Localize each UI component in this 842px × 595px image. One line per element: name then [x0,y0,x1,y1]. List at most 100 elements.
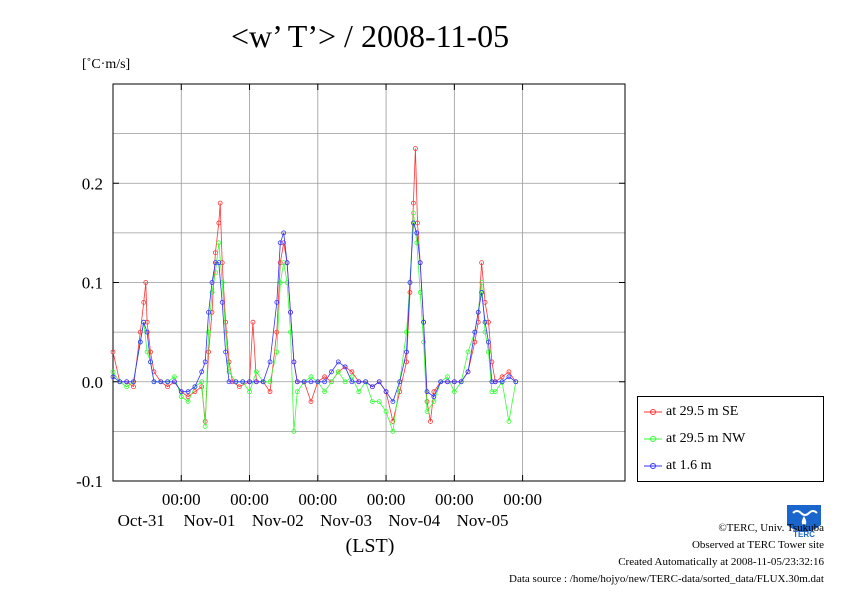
data-point [428,419,433,424]
data-point [472,329,478,335]
x-tick-time-label: 00:00 [435,490,474,509]
data-point [451,379,457,385]
data-point [267,359,273,365]
data-point [202,424,208,429]
data-point [356,379,362,385]
legend-label-nw: at 29.5 m NW [666,431,746,446]
data-point [281,230,287,236]
data-point [209,290,215,295]
data-point [329,369,334,375]
data-point [206,329,211,335]
legend-item-se: at 29.5 m SE [644,403,738,421]
data-point [506,369,512,375]
data-point [226,369,232,375]
data-point [404,349,409,355]
data-point [475,309,481,315]
credit-created: Created Automatically at 2008-11-05/23:3… [618,556,824,568]
data-point [414,240,420,246]
data-point [165,384,171,390]
x-tick-date-label: Nov-05 [457,511,509,530]
data-point [294,379,300,385]
data-point [144,319,150,325]
series-line [112,212,517,432]
data-point [404,329,409,335]
data-point [253,379,259,385]
data-point [274,329,280,335]
data-point [291,359,297,365]
data-point [110,374,116,380]
data-point [431,394,437,400]
data-point [424,409,430,414]
data-point [431,399,437,405]
data-point [223,329,229,335]
data-point [247,379,252,385]
legend-marker-ground [644,462,662,469]
data-point [185,389,191,395]
data-point [178,394,184,400]
data-point [267,379,273,385]
x-tick-date-label: Oct-31 [118,511,165,530]
series-1 [110,210,519,434]
data-point [506,374,512,380]
data-point [110,349,116,355]
data-point [117,379,123,385]
data-point [349,379,355,385]
data-point [308,399,314,405]
data-point [397,389,403,395]
data-point [390,419,396,424]
x-tick-time-label: 00:00 [230,490,269,509]
data-point [342,364,348,370]
data-point [185,399,191,405]
credit-copyright: ©TERC, Univ. Tsukuba [718,522,824,534]
data-point [335,369,341,375]
data-point [308,379,314,385]
data-point [158,379,164,385]
data-point [206,349,211,355]
data-point [492,389,498,395]
data-point [274,349,280,355]
data-point [438,379,444,385]
data-point [199,369,205,375]
legend-item-ground: at 1.6 m [644,457,712,475]
credit-source: Data source : /home/hojyo/new/TERC-data/… [509,573,824,585]
y-ticks: -0.1 0.0 0.1 0.2 [76,174,625,491]
data-point [172,374,177,380]
terc-logo: TERC [785,503,823,539]
data-point [486,319,491,325]
data-point [424,389,430,395]
data-point [288,329,293,335]
legend-label-se: at 29.5 m SE [666,404,739,419]
data-point [322,389,328,395]
data-point [424,399,430,405]
data-point [219,299,225,305]
data-point [277,260,283,266]
data-point [284,280,290,285]
x-tick-time-label: 00:00 [367,490,406,509]
data-point [217,200,223,206]
data-point [465,369,471,375]
data-point [277,240,283,246]
data-point [445,374,450,380]
data-point [301,379,307,385]
chart-title: <w’ T’> / 2008-11-05 [231,18,509,54]
data-point [376,379,382,385]
data-point [151,379,157,385]
data-point [137,339,143,345]
data-point [281,260,287,266]
data-point [284,260,290,266]
data-point [281,240,287,246]
data-point [240,379,246,385]
data-point [148,359,153,365]
data-point [110,369,116,375]
data-point [486,349,491,355]
data-point [124,384,130,390]
data-point [417,260,423,266]
y-axis-label: [˚C·m/s] [82,57,130,72]
data-point [349,369,355,375]
x-tick-date-label: Nov-02 [252,511,304,530]
legend-label-ground: at 1.6 m [666,458,712,473]
data-point [199,379,205,385]
data-point [144,329,150,335]
data-point [458,379,464,385]
data-point [486,339,491,345]
